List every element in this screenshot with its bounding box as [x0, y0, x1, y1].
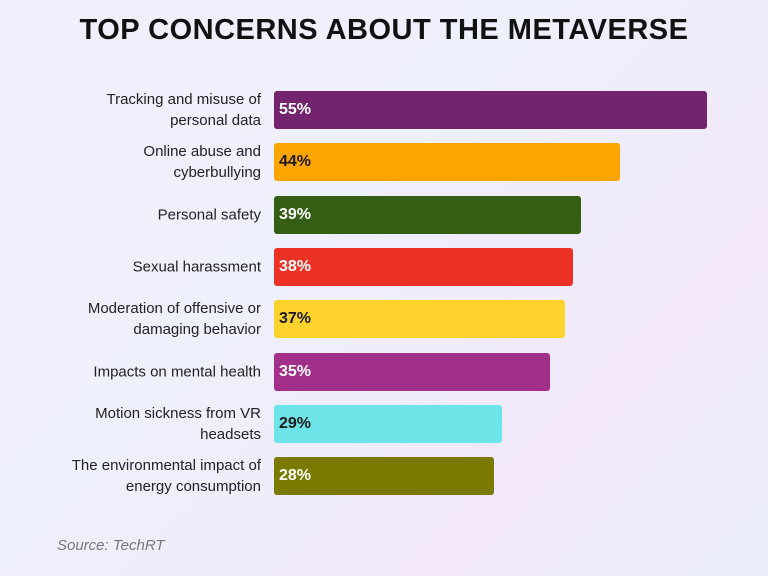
value-label: 37%: [279, 310, 312, 328]
value-label: 44%: [279, 153, 312, 171]
source: Source: TechRT: [57, 537, 165, 554]
category-label: Moderation of offensive or damaging beha…: [87, 300, 261, 339]
value-label: 38%: [279, 257, 312, 275]
category-label: The environmental impact of energy consu…: [71, 457, 261, 496]
value-label: 39%: [279, 205, 312, 223]
bar: [274, 457, 495, 496]
bar: [274, 91, 707, 129]
bar: [274, 247, 574, 286]
category-label: Impacts on mental health: [93, 363, 261, 380]
bar: [274, 300, 566, 339]
value-label: 29%: [279, 414, 312, 432]
category-label: Personal safety: [157, 206, 261, 224]
value-label: 35%: [279, 362, 312, 380]
bar: [274, 143, 621, 182]
chart-title: TOP CONCERNS ABOUT THE METAVERSE: [79, 14, 689, 46]
value-label: 55%: [279, 101, 312, 118]
bar: [274, 404, 503, 443]
category-label: Online abuse and cyberbullying: [143, 143, 261, 182]
category-label: Tracking and misuse of personal data: [106, 91, 261, 129]
category-label: Motion sickness from VR headsets: [95, 404, 261, 443]
category-label: Sexual harassment: [132, 258, 261, 276]
value-label: 28%: [279, 467, 312, 485]
bar: [274, 352, 550, 391]
bar: [274, 195, 582, 234]
